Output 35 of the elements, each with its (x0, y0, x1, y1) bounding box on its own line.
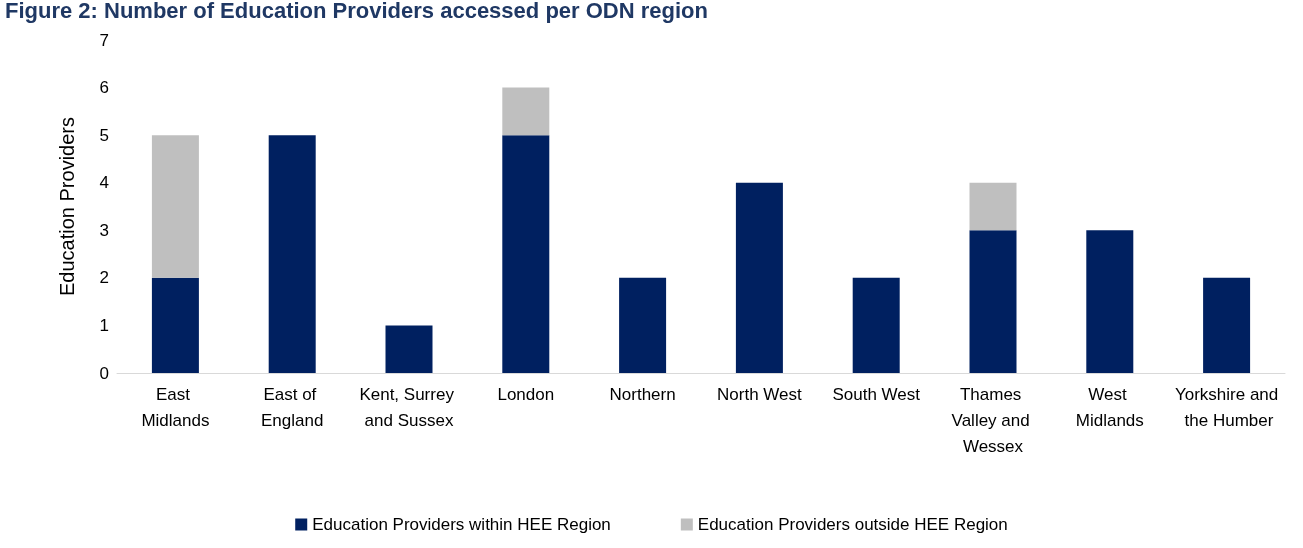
bar (151, 277, 199, 373)
bar (1086, 230, 1134, 373)
bar (502, 87, 550, 136)
legend-label: Education Providers outside HEE Region (697, 515, 1008, 534)
bar (852, 277, 900, 373)
x-tick-label: North West (717, 384, 803, 404)
bar (735, 182, 783, 373)
y-tick-label: 3 (99, 220, 109, 240)
x-tick-label: Yorkshire and the Humber (1174, 384, 1279, 430)
x-tick-label: London (497, 384, 555, 404)
bar (969, 182, 1017, 231)
y-tick-label: 5 (99, 125, 109, 145)
bar (268, 135, 316, 373)
y-tick-label: 2 (99, 268, 109, 288)
bar (969, 230, 1017, 373)
y-axis-title: Education Providers (56, 117, 78, 296)
chart-title: Figure 2: Number of Education Providers accessed per ODN region (5, 0, 708, 23)
x-tick-label: East Midlands (141, 384, 210, 430)
legend-label: Education Providers within HEE Region (312, 515, 611, 534)
x-tick-label: South West (832, 384, 921, 404)
y-tick-label: 7 (99, 30, 109, 50)
bar (151, 135, 199, 278)
x-tick-label: Kent, Surrey and Sussex (359, 384, 459, 430)
x-tick-label: West Midlands (1075, 384, 1144, 430)
x-tick-label: Northern (609, 384, 676, 404)
bar (1203, 277, 1251, 373)
x-tick-label: East of England (261, 384, 324, 430)
y-tick-label: 1 (99, 315, 109, 335)
bar (385, 325, 433, 373)
bar (619, 277, 667, 373)
bar (502, 135, 550, 373)
y-tick-label: 6 (99, 78, 109, 98)
y-tick-label: 0 (99, 363, 109, 383)
x-tick-label: Thames Valley and Wessex (951, 384, 1035, 456)
y-tick-label: 4 (99, 173, 109, 193)
